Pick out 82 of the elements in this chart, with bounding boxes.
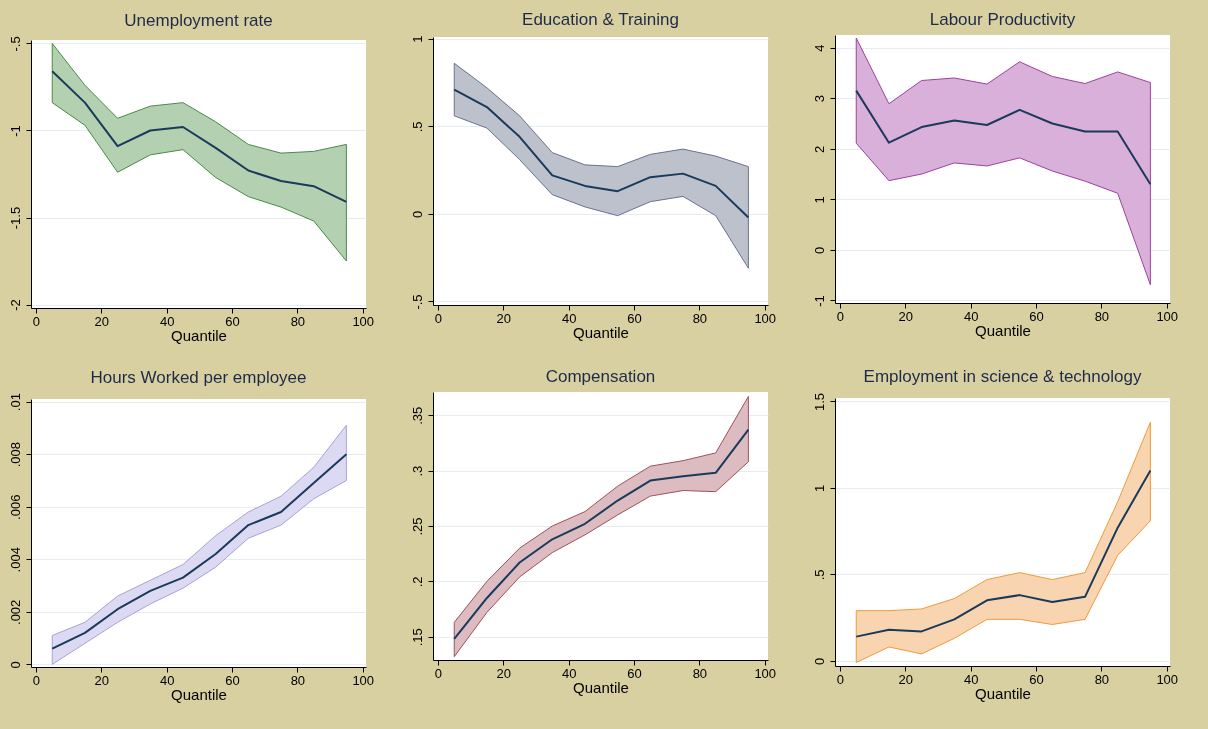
- y-tick-label: .2: [409, 576, 425, 588]
- x-tick-label: 100: [352, 313, 375, 329]
- x-tick-label: 80: [1094, 308, 1110, 324]
- x-tick-label: 0: [836, 308, 845, 324]
- y-tick-label: 4: [811, 44, 827, 52]
- y-tick-label: 1.5: [811, 392, 827, 411]
- x-tick-label: 60: [1029, 671, 1044, 687]
- x-tick-label: 100: [754, 310, 777, 326]
- x-axis-title: Quantile: [573, 323, 629, 341]
- y-tick-label: 0: [811, 246, 827, 255]
- x-tick-label: 20: [496, 310, 511, 326]
- y-tick-label: .01: [7, 393, 23, 412]
- x-tick-label: 20: [898, 308, 913, 324]
- x-tick-label: 60: [1029, 308, 1044, 324]
- y-tick-label: -.5: [7, 36, 23, 52]
- line-series: [453, 88, 750, 219]
- x-tick-label: 40: [963, 671, 979, 687]
- y-tick-label: .008: [7, 442, 23, 468]
- x-axis-title: Quantile: [975, 684, 1031, 702]
- line-series: [453, 428, 750, 640]
- y-tick-label: .3: [409, 465, 425, 477]
- line-series: [51, 70, 348, 203]
- y-tick-label: 0: [409, 210, 425, 219]
- y-tick-label: -1: [811, 295, 827, 307]
- x-axis-title: Quantile: [171, 685, 227, 703]
- x-tick-label: 0: [836, 671, 845, 687]
- x-tick-label: 60: [627, 665, 642, 681]
- y-tick-label: .35: [409, 406, 425, 425]
- y-tick-label: 1: [811, 196, 827, 204]
- x-tick-label: 40: [159, 313, 175, 329]
- y-tick-label: 2: [811, 145, 827, 153]
- y-tick-label: -2: [7, 299, 23, 311]
- x-tick-label: 0: [434, 665, 443, 681]
- line-series: [855, 89, 1152, 186]
- y-tick-label: .5: [811, 569, 827, 581]
- y-tick-label: 0: [811, 657, 827, 665]
- chart-title: Labour Productivity: [929, 10, 1076, 29]
- chart-title: Hours Worked per employee: [90, 367, 307, 387]
- y-tick-label: 1: [409, 35, 425, 43]
- x-tick-label: 20: [94, 672, 109, 688]
- x-tick-label: 0: [32, 672, 41, 688]
- y-tick-label: -1: [7, 125, 23, 137]
- x-tick-label: 80: [290, 672, 306, 688]
- x-tick-label: 60: [225, 313, 240, 329]
- x-tick-label: 80: [692, 310, 708, 326]
- x-tick-label: 60: [225, 672, 240, 688]
- y-tick-label: .006: [7, 494, 23, 520]
- y-tick-label: .15: [409, 628, 425, 647]
- y-tick-label: 3: [811, 95, 827, 103]
- x-tick-label: 0: [32, 313, 41, 329]
- x-tick-label: 40: [561, 665, 577, 681]
- x-tick-label: 80: [692, 665, 708, 681]
- chart-title: Unemployment rate: [124, 10, 273, 30]
- y-tick-label: 1: [811, 484, 827, 493]
- x-tick-label: 40: [963, 308, 979, 324]
- x-tick-label: 80: [290, 313, 306, 329]
- y-tick-label: -1.5: [7, 206, 23, 230]
- chart-title: Compensation: [545, 367, 656, 386]
- line-series: [51, 453, 348, 650]
- x-tick-label: 20: [496, 665, 511, 681]
- x-tick-label: 20: [898, 671, 913, 687]
- line-series: [855, 469, 1152, 638]
- chart-title: Education & Training: [522, 10, 679, 30]
- x-tick-label: 20: [94, 313, 109, 329]
- y-tick-label: -.5: [409, 294, 425, 310]
- y-tick-label: .004: [7, 547, 23, 573]
- y-tick-label: .25: [409, 517, 425, 536]
- x-tick-label: 40: [561, 310, 577, 326]
- x-tick-label: 100: [352, 672, 375, 688]
- x-axis-title: Quantile: [975, 321, 1031, 339]
- chart-title: Employment in science & technology: [863, 367, 1142, 387]
- x-axis-title: Quantile: [573, 678, 629, 696]
- x-tick-label: 100: [1156, 308, 1179, 324]
- x-tick-label: 80: [1094, 671, 1110, 687]
- y-tick-label: .5: [409, 121, 425, 133]
- x-tick-label: 0: [434, 310, 443, 326]
- x-axis-title: Quantile: [171, 326, 227, 344]
- y-tick-label: .002: [7, 599, 23, 625]
- x-tick-label: 100: [1156, 671, 1179, 687]
- x-tick-label: 100: [754, 665, 777, 681]
- x-tick-label: 40: [159, 672, 175, 688]
- x-tick-label: 60: [627, 310, 642, 326]
